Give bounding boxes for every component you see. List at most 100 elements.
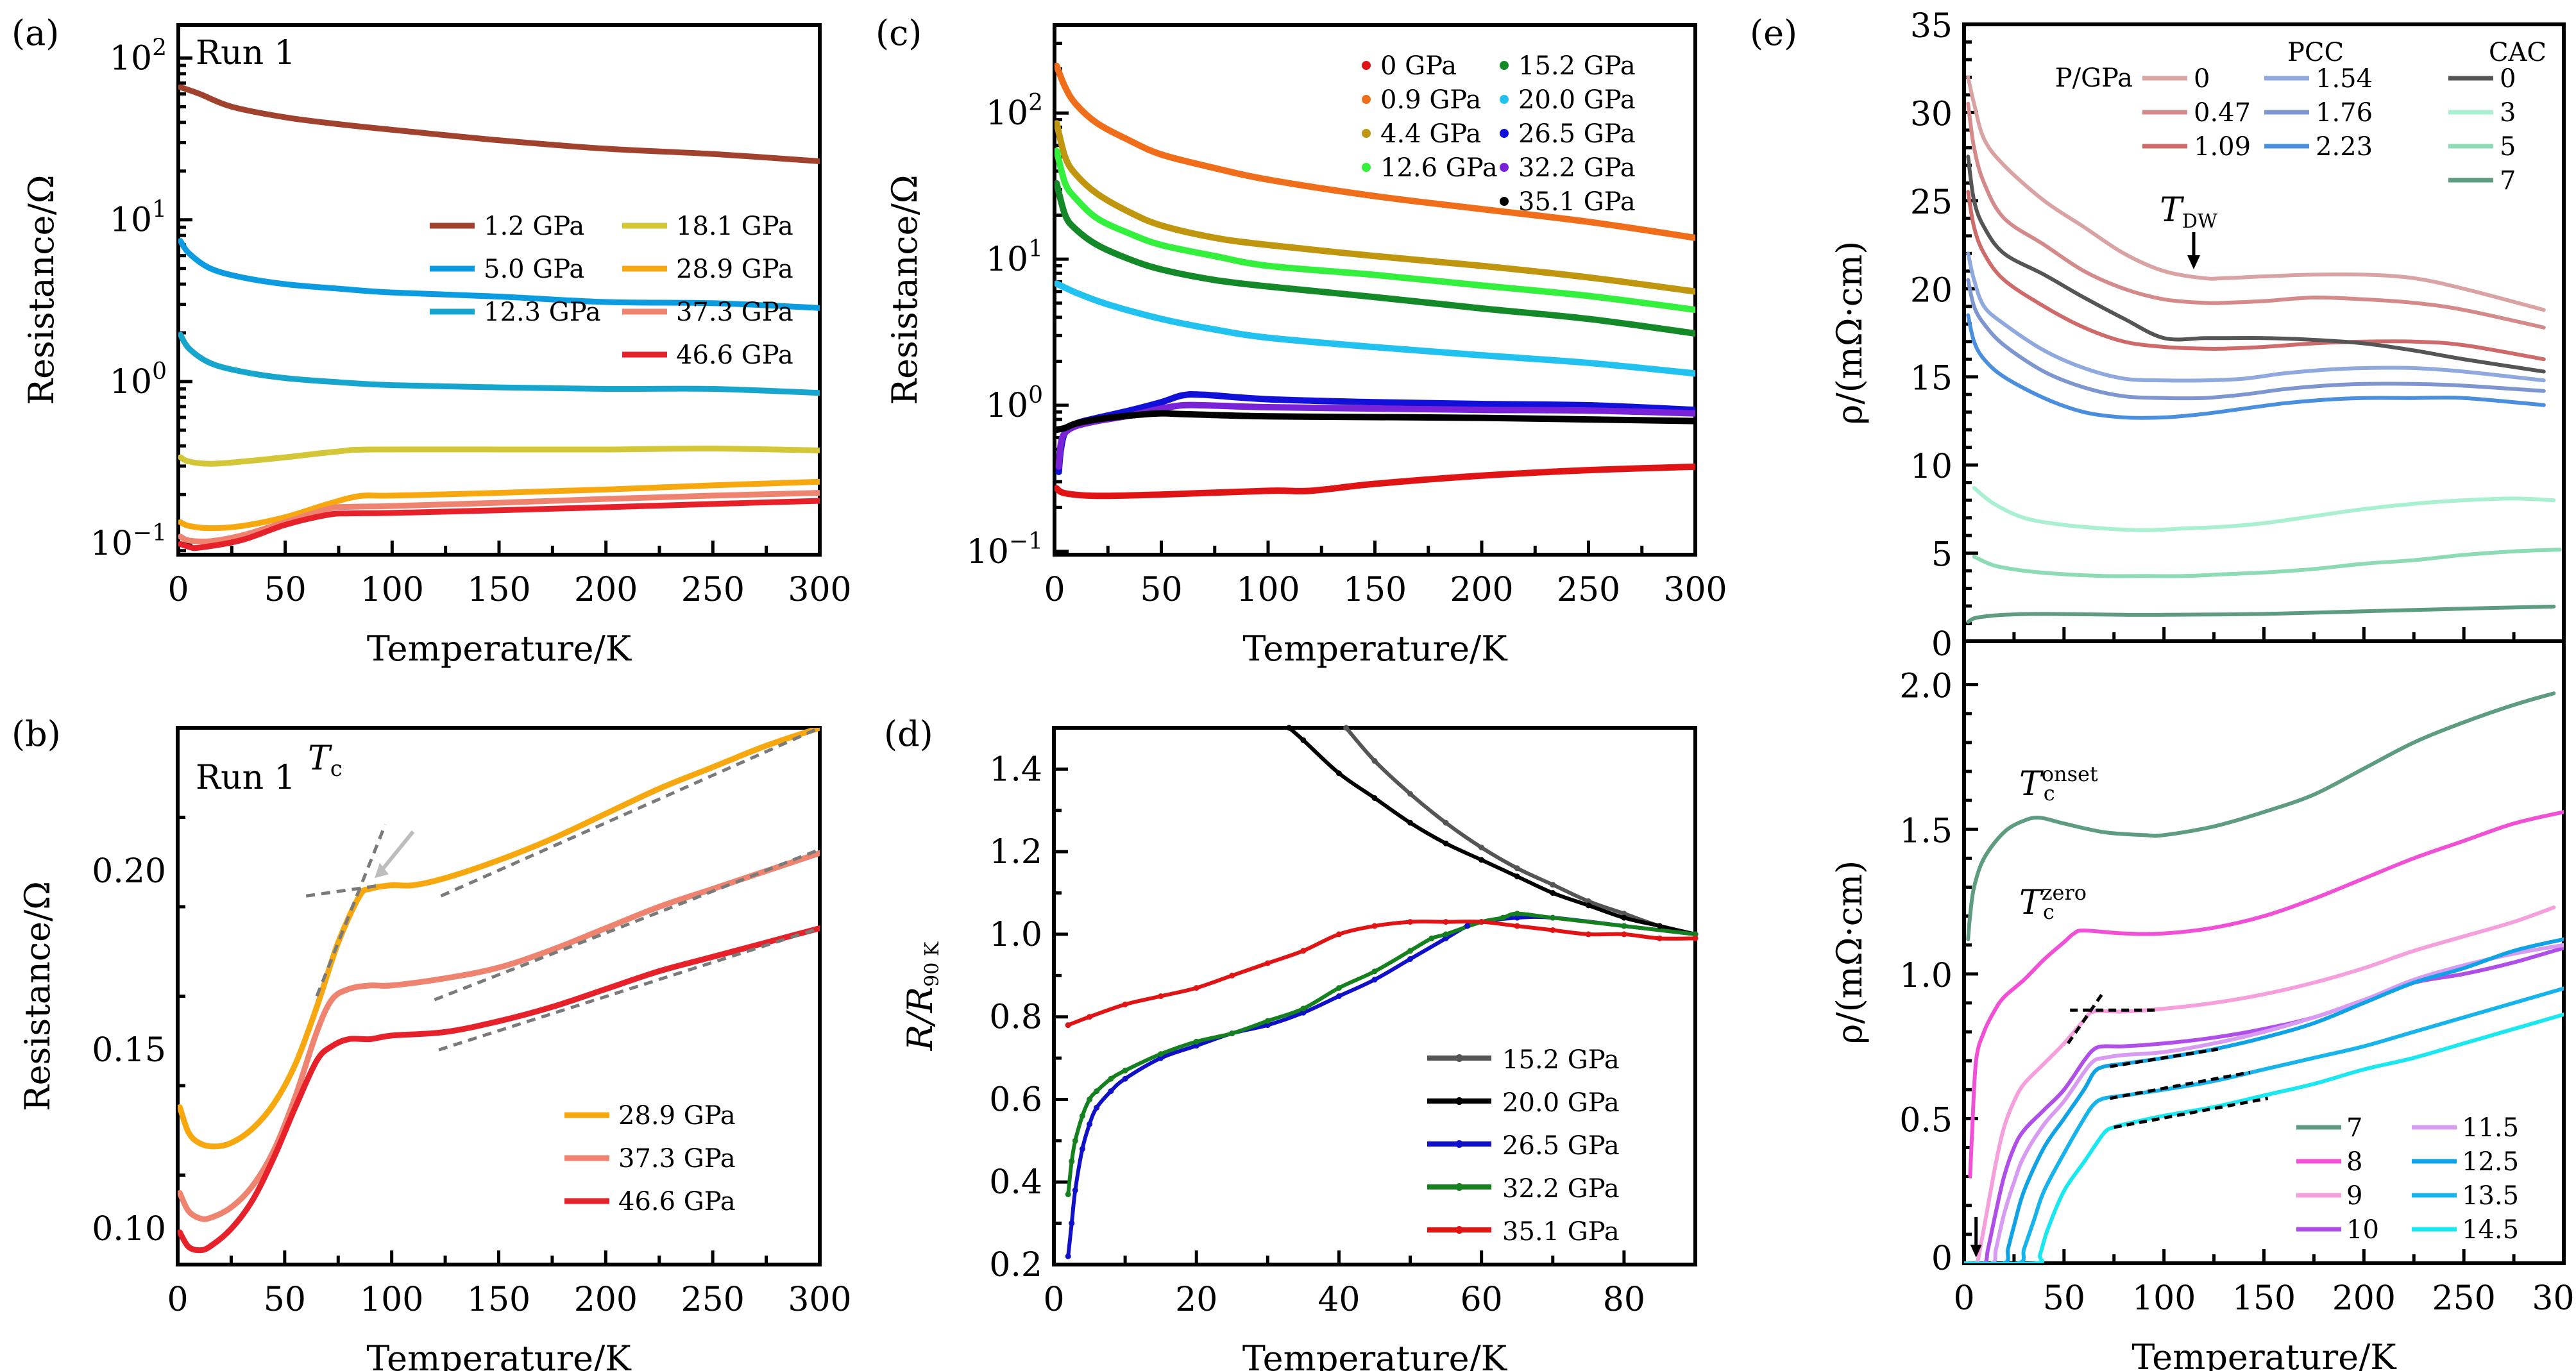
data-point	[1300, 1009, 1307, 1016]
legend-label: 1.09	[2194, 132, 2251, 162]
x-tick-label: 300	[788, 571, 851, 609]
legend-label: 37.3 GPa	[676, 298, 793, 327]
legend-marker	[1455, 1054, 1463, 1062]
data-point	[1514, 865, 1520, 871]
data-point	[1407, 948, 1414, 954]
data-point	[1079, 1146, 1085, 1152]
legend-label: 0	[2194, 64, 2210, 94]
panel-label: (b)	[12, 714, 61, 754]
data-point	[1335, 993, 1342, 999]
tdw-label: TDW	[2160, 191, 2217, 233]
data-point	[1094, 1088, 1100, 1095]
legend-label: 12.3 GPa	[484, 298, 601, 327]
y-tick-label: 0	[1931, 625, 1953, 664]
legend-group-pcc: PCC	[2287, 38, 2344, 67]
y-axis-label: ρ/(mΩ·cm)	[1829, 861, 1870, 1045]
fit-line	[434, 848, 820, 1002]
legend-marker	[1455, 1097, 1463, 1105]
x-tick-label: 150	[467, 571, 530, 609]
x-tick-label: 200	[1450, 571, 1513, 609]
data-point	[1443, 935, 1449, 941]
data-point	[1079, 1113, 1085, 1119]
y-axis-label: R/R90 K	[900, 941, 944, 1051]
fit-line	[2110, 1070, 2251, 1100]
x-tick-label: 100	[360, 571, 424, 609]
x-tick-label: 150	[2232, 1279, 2296, 1318]
data-point	[1443, 840, 1449, 846]
panel-d: 0 20 40 60 80 0.2 0.4 0.6 0.8 1.0 1.2 1.4 (d) Tempera…	[884, 714, 1699, 1371]
x-tick-label: 0	[1953, 1279, 1974, 1318]
data-point	[1621, 911, 1627, 917]
data-point	[1158, 1051, 1164, 1057]
legend-label: 7	[2500, 166, 2516, 196]
fit-line	[305, 884, 382, 898]
legend-marker	[1455, 1183, 1463, 1191]
x-tick-label: 0	[167, 571, 189, 609]
data-point	[1514, 914, 1520, 921]
x-tick-label: 100	[2132, 1279, 2196, 1318]
legend-label: 0.47	[2194, 98, 2251, 128]
data-point	[1443, 931, 1449, 938]
series-line	[1966, 313, 2546, 420]
data-point	[1656, 923, 1663, 929]
data-point	[1479, 919, 1485, 925]
y-tick-label: 101	[986, 236, 1043, 279]
data-point	[1479, 857, 1485, 863]
legend-marker	[1500, 129, 1509, 138]
plot-frame	[176, 726, 822, 1266]
legend-label: 32.2 GPa	[1518, 153, 1636, 183]
y-tick-label: 1.0	[989, 916, 1042, 954]
x-axis-label: Temperature/K	[367, 628, 632, 669]
y-axis-label: ρ/(mΩ·cm)	[1829, 241, 1870, 425]
series-line	[178, 445, 820, 467]
y-axis-label: Resistance/Ω	[21, 174, 62, 405]
data-point	[1500, 914, 1506, 921]
data-point	[1335, 931, 1342, 938]
y-tick-label: 102	[110, 35, 167, 78]
x-tick-label: 150	[467, 1281, 530, 1319]
series-line	[1966, 75, 2546, 312]
legend-marker	[1500, 197, 1509, 206]
x-tick-label: 200	[2332, 1279, 2396, 1318]
x-axis-label: Temperature/K	[2131, 1337, 2397, 1371]
y-axis-label: Resistance/Ω	[17, 881, 58, 1111]
y-tick-label: 1.4	[989, 750, 1042, 789]
y-tick-label: 10	[1910, 448, 1953, 486]
series-line	[1055, 410, 1695, 433]
data-point	[1692, 935, 1699, 941]
legend-marker	[1362, 129, 1371, 138]
series-line	[1055, 147, 1695, 314]
data-point	[1158, 993, 1164, 999]
x-tick-label: 250	[681, 571, 745, 609]
x-tick-label: 50	[2043, 1279, 2085, 1318]
data-point	[1108, 1075, 1114, 1082]
x-tick-label: 200	[574, 1281, 638, 1319]
series-line	[1964, 1013, 2564, 1263]
series-line	[1344, 728, 1695, 936]
x-tick-label: 0	[1044, 571, 1065, 609]
panel-label: (a)	[12, 13, 59, 53]
series-line	[1055, 120, 1695, 295]
x-tick-label: 60	[1461, 1281, 1503, 1319]
legend-label: 1.54	[2316, 64, 2373, 94]
x-tick-label: 300	[2532, 1279, 2576, 1318]
series-line	[178, 925, 820, 1254]
data-point	[1550, 914, 1556, 921]
y-tick-label: 100	[110, 358, 167, 401]
tc-zero-arrow-head	[1970, 1244, 1982, 1257]
legend-label: 28.9 GPa	[618, 1101, 736, 1131]
plot-frame	[1052, 726, 1697, 1266]
data-point	[1286, 725, 1292, 731]
tc-arrow	[377, 830, 415, 876]
legend-label: 35.1 GPa	[1518, 187, 1636, 217]
data-point	[1407, 919, 1414, 925]
data-point	[1514, 911, 1520, 917]
y-tick-label: 0.6	[989, 1081, 1042, 1119]
series-line	[1966, 190, 2546, 362]
y-tick-label: 10−1	[90, 520, 167, 563]
x-axis-label: Temperature/K	[1242, 1338, 1508, 1371]
series-line	[1964, 943, 2564, 1263]
legend-label: 14.5	[2462, 1215, 2519, 1245]
data-point	[1229, 972, 1235, 979]
